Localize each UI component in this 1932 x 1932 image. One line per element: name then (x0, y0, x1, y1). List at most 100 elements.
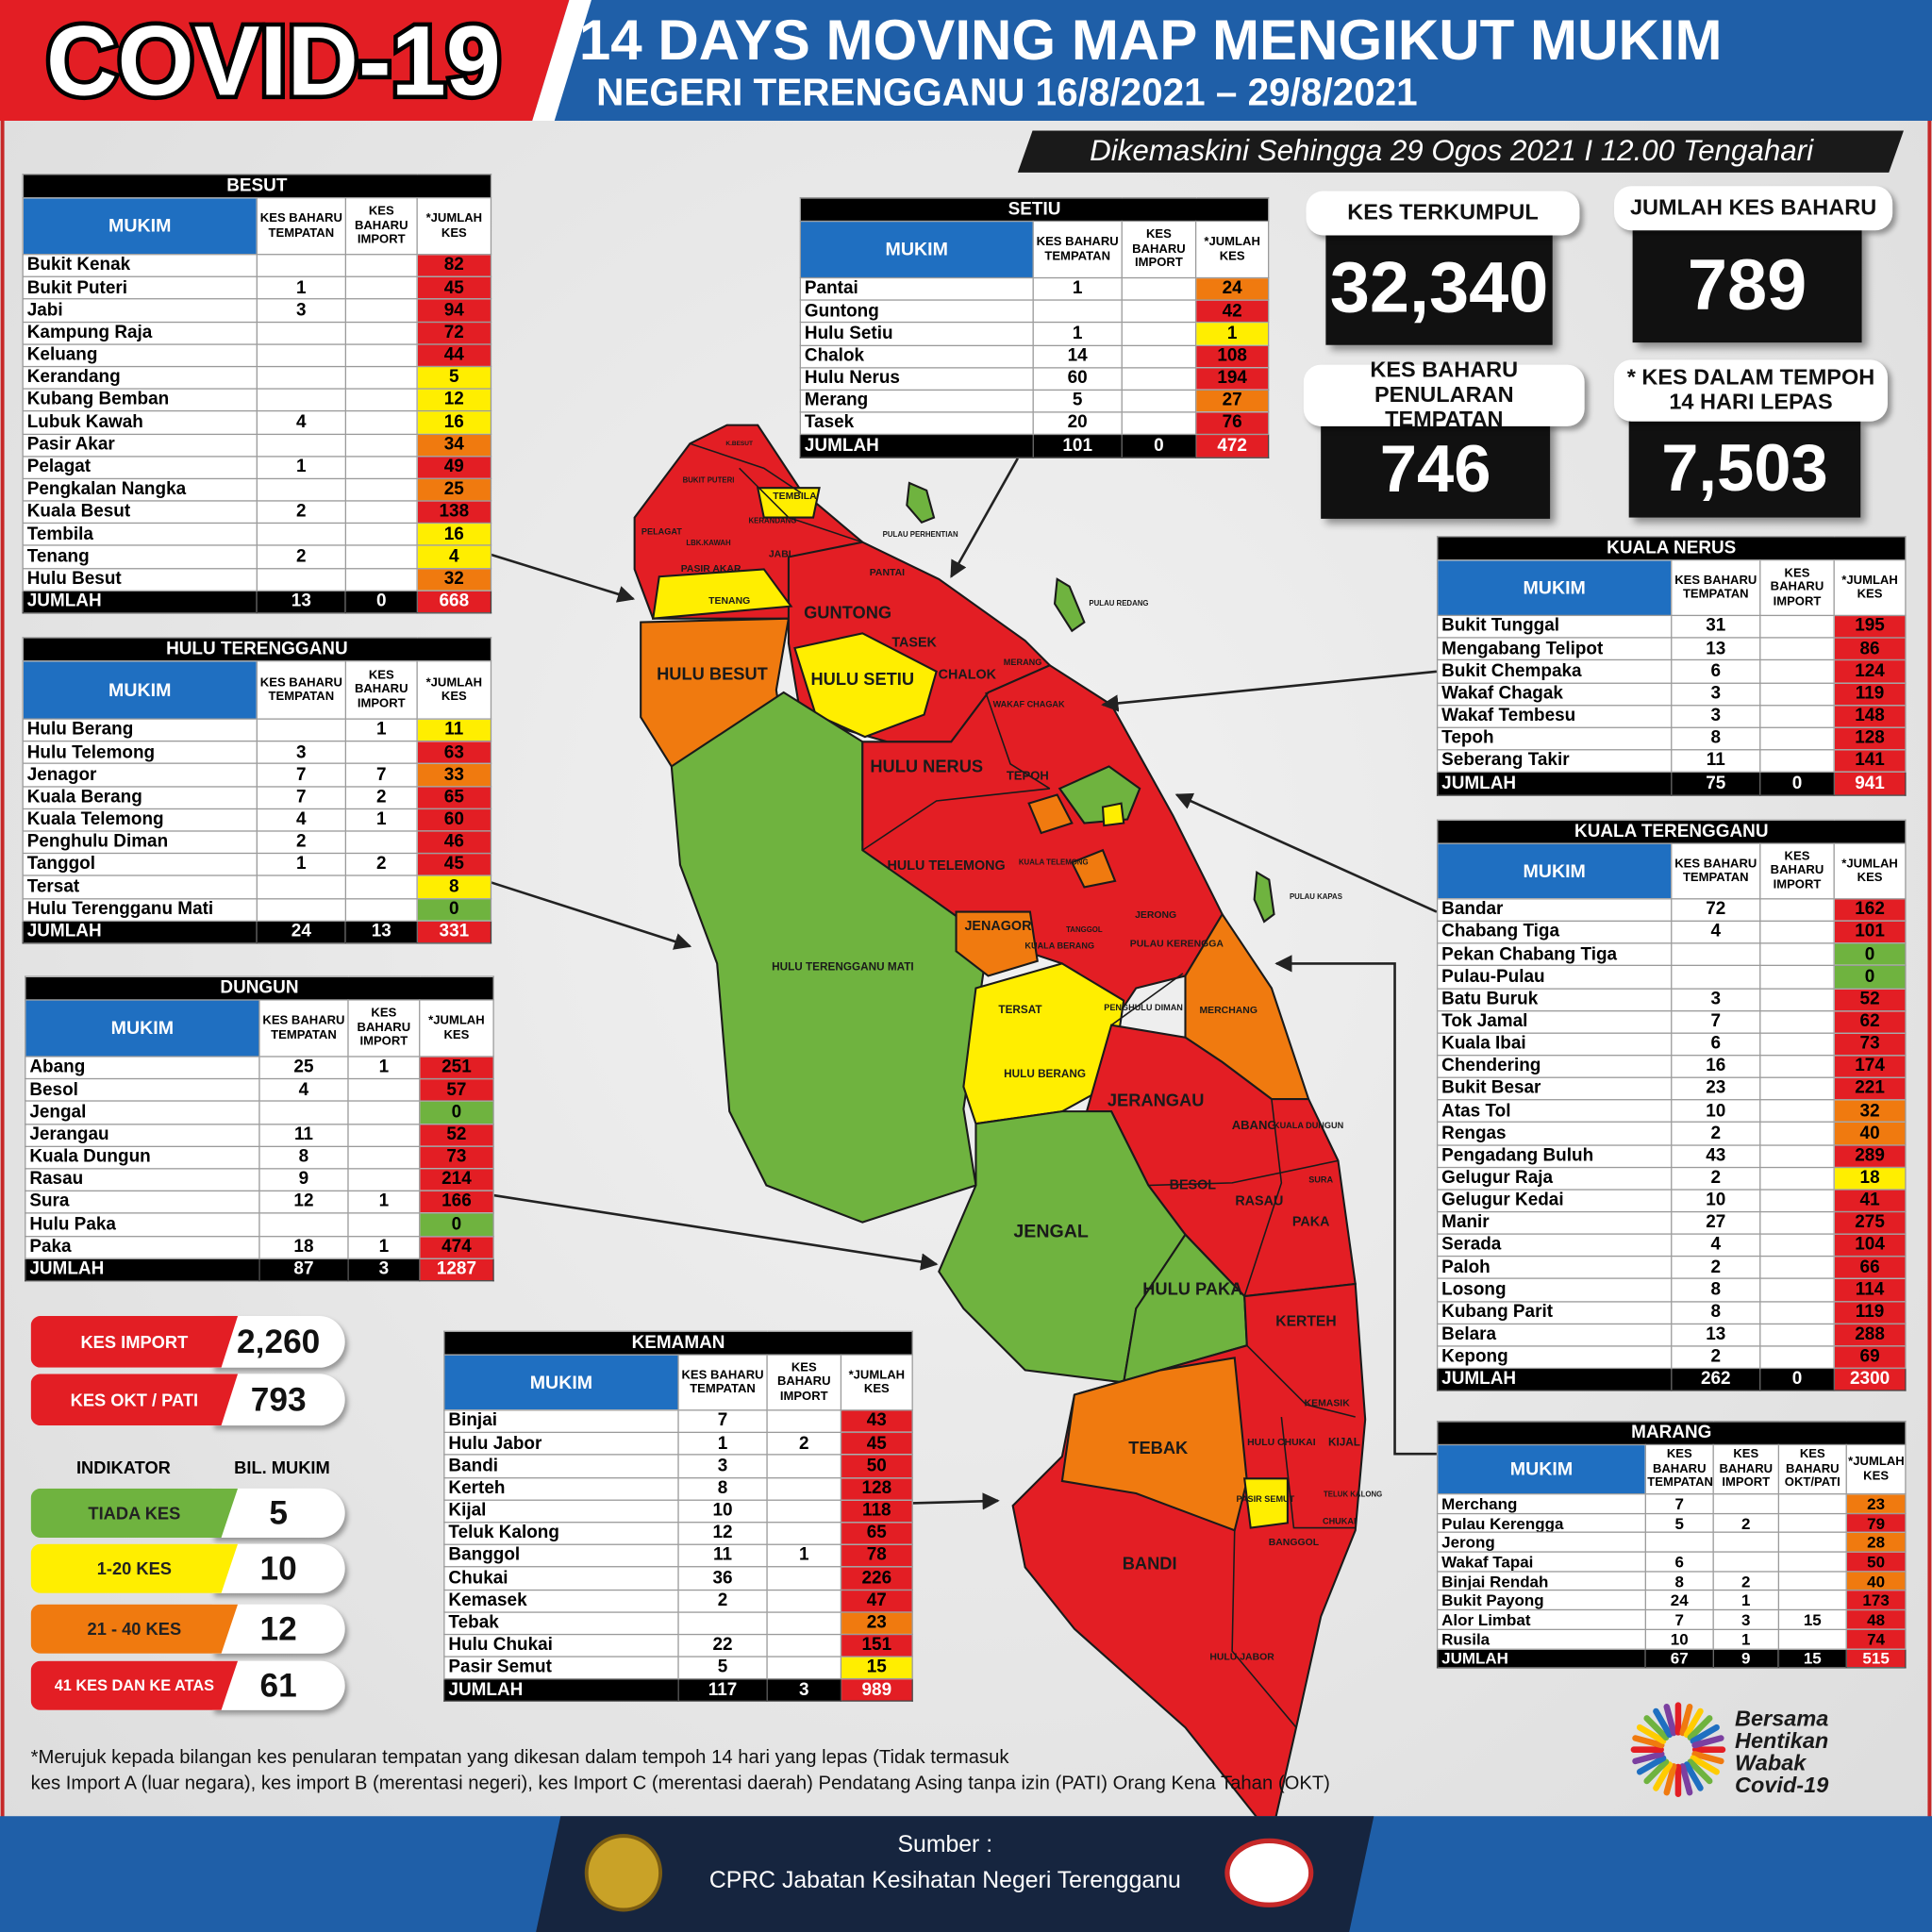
column-header: KES BAHARU TEMPATAN (1032, 220, 1123, 279)
mukim-name: Sura (25, 1190, 260, 1214)
case-count (766, 1633, 842, 1657)
case-count: 60 (1032, 366, 1123, 391)
case-count: 20 (1032, 411, 1123, 436)
stat-value: 789 (1632, 226, 1862, 343)
map-label: WAKAF CHAGAK (993, 700, 1065, 709)
case-count (347, 1145, 421, 1170)
stat-value: 32,340 (1325, 228, 1553, 345)
case-count (1759, 1233, 1835, 1257)
case-count (1759, 1210, 1835, 1235)
case-count (344, 298, 418, 323)
map-label: TASEK (891, 636, 937, 651)
case-count: 14 (1032, 344, 1123, 369)
header-row: MUKIM KES BAHARU TEMPATAN KES BAHARU IMPOR… (1436, 842, 1907, 900)
table-row: Kuala Telemong 4 1 60 (22, 808, 492, 832)
mukim-name: Gelugur Kedai (1436, 1189, 1673, 1213)
pointer (490, 553, 636, 603)
table-row: Tenang 2 4 (22, 544, 492, 569)
case-count (344, 830, 418, 855)
case-count (1759, 1345, 1835, 1370)
mukim-name: Hulu Nerus (799, 366, 1034, 391)
mukim-name: Pekan Chabang Tiga (1436, 942, 1673, 967)
title-row: KEMAMAN (443, 1330, 913, 1356)
map-region (1060, 1357, 1248, 1532)
mukim-name: Rasau (25, 1168, 260, 1192)
stat-label: * KES DALAM TEMPOH 14 HARI LEPAS (1614, 359, 1888, 422)
total-value: 101 (1032, 434, 1123, 458)
total-cases: 15 (840, 1656, 913, 1680)
column-header: KES BAHARU TEMPATAN (258, 999, 349, 1058)
mukim-name: Kerteh (443, 1476, 679, 1501)
total-cases: 40 (1833, 1122, 1907, 1146)
case-count (344, 343, 418, 368)
map-label: SURA (1308, 1175, 1333, 1185)
stat-label: KES TERKUMPUL (1306, 191, 1580, 236)
map-label: TEMBILA (773, 491, 817, 502)
table-row: Gelugur Kedai 10 41 (1436, 1189, 1907, 1213)
mukim-name: Rusila (1436, 1628, 1646, 1650)
mukim-name: Hulu Telemong (22, 741, 258, 765)
mukim-name: Lubuk Kawah (22, 410, 258, 435)
case-count (1777, 1570, 1847, 1591)
title-row: KUALA TERENGGANU (1436, 819, 1907, 844)
footnote: kes Import A (luar negara), kes import B… (30, 1773, 1330, 1794)
mukim-name: Gelugur Raja (1436, 1166, 1673, 1191)
map-region (955, 910, 1039, 977)
total-row: JUMLAH 67 9 15 515 (1436, 1647, 1907, 1669)
mukim-name: Chabang Tiga (1436, 920, 1673, 944)
case-count (1759, 1143, 1835, 1168)
map-region (652, 568, 793, 620)
mukim-name: Kepong (1436, 1345, 1673, 1370)
map-label: CHUKAI (1323, 1516, 1356, 1525)
mukim-name: Teluk Kalong (443, 1521, 679, 1546)
table-row: Penghulu Diman 2 46 (22, 830, 492, 855)
map-region (906, 481, 936, 525)
case-count: 4 (258, 1078, 349, 1103)
total-value: 9 (1712, 1647, 1780, 1669)
mukim-name: Banggol (443, 1543, 679, 1568)
case-count (347, 1078, 421, 1103)
mukim-name: Kijal (443, 1499, 679, 1524)
table-row: Tasek 20 76 (799, 411, 1270, 436)
case-count (256, 343, 347, 368)
map-label: TERSAT (998, 1004, 1042, 1016)
table-row: Binjai Rendah 8 2 40 (1436, 1570, 1907, 1591)
table-row: Jengal 0 (25, 1100, 494, 1124)
campaign-text: Covid-19 (1735, 1773, 1828, 1797)
logo-ray (1683, 1761, 1704, 1791)
header-row: MUKIM KES BAHARU TEMPATAN KES BAHARU IMPOR… (1436, 558, 1907, 617)
total-row: JUMLAH 101 0 472 (799, 434, 1270, 458)
table-row: Bandi 3 50 (443, 1454, 913, 1478)
column-header: MUKIM (22, 196, 258, 256)
column-header: MUKIM (1436, 842, 1673, 900)
table-row: Hulu Setiu 1 1 (799, 322, 1270, 346)
case-count (256, 433, 347, 458)
moh-logo (584, 1834, 663, 1912)
total-value: 262 (1671, 1367, 1761, 1391)
case-count: 7 (1644, 1493, 1714, 1514)
header-row: MUKIM KES BAHARU TEMPATAN KES BAHARU IMPOR… (799, 220, 1270, 279)
total-cases: 214 (419, 1168, 494, 1192)
logo-ray (1679, 1704, 1693, 1737)
case-count: 2 (1712, 1570, 1780, 1591)
total-cases: 1 (1194, 322, 1270, 346)
mukim-name: Hulu Besut (22, 567, 258, 591)
table-row: Hulu Terengganu Mati 0 (22, 897, 492, 922)
column-header: *JUMLAH KES (416, 196, 492, 256)
table-row: Chendering 16 174 (1436, 1055, 1907, 1079)
case-count: 8 (1671, 1277, 1761, 1302)
case-count: 11 (677, 1543, 768, 1568)
table-row: Lubuk Kawah 4 16 (22, 410, 492, 435)
table-title: KEMAMAN (443, 1330, 913, 1356)
mukim-name: Rengas (1436, 1122, 1673, 1146)
title-row: DUNGUN (25, 975, 494, 1001)
total-cases: 5 (416, 365, 492, 390)
total-cases: 32 (416, 567, 492, 591)
case-count: 1 (766, 1543, 842, 1568)
case-count (1759, 726, 1835, 751)
map-label: PAKA (1292, 1214, 1330, 1229)
column-header: MUKIM (1436, 1443, 1646, 1495)
case-count: 2 (344, 852, 418, 877)
table-row: Wakaf Chagak 3 119 (1436, 682, 1907, 707)
